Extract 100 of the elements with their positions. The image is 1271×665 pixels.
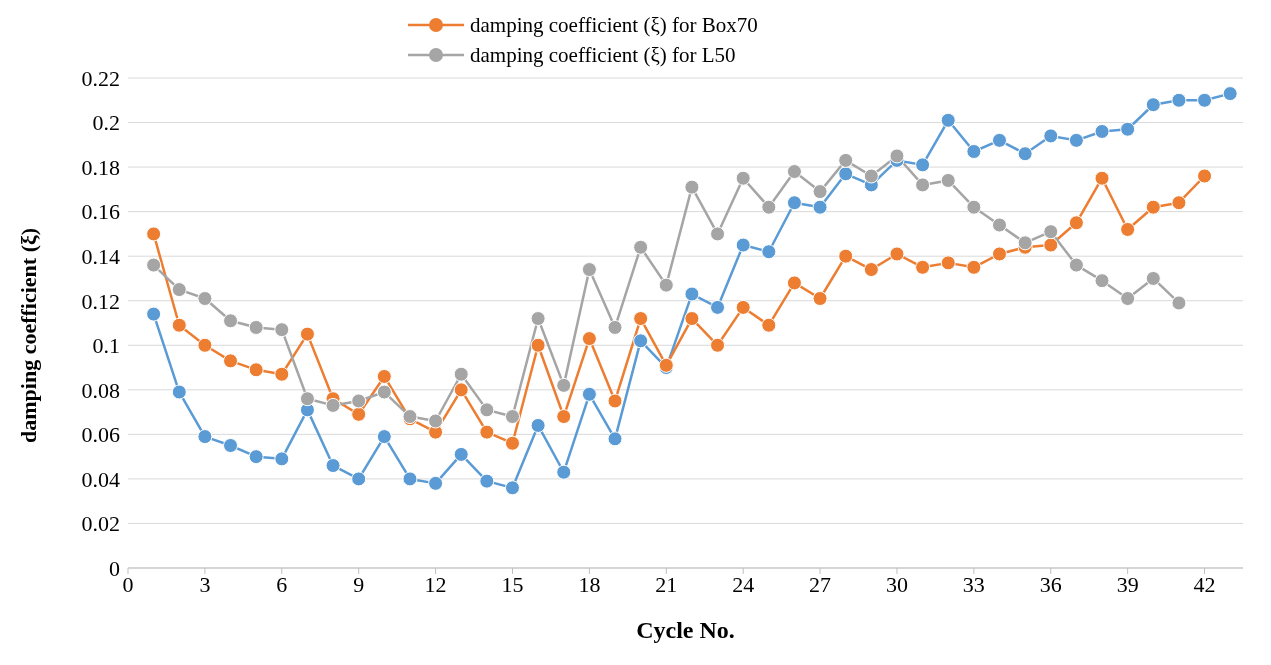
- point: [838, 248, 854, 264]
- point: [889, 148, 905, 164]
- legend-label: damping coefficient (ξ) for Box70: [470, 12, 758, 38]
- point: [1043, 237, 1059, 253]
- point: [633, 311, 649, 327]
- y-tick-label: 0.08: [81, 377, 120, 403]
- point: [171, 317, 187, 333]
- point: [812, 199, 828, 215]
- y-tick-label: 0.02: [81, 511, 120, 537]
- point: [581, 331, 597, 347]
- point: [146, 257, 162, 273]
- point: [479, 473, 495, 489]
- point: [633, 239, 649, 255]
- y-tick-label: 0.16: [81, 199, 120, 225]
- point: [504, 409, 520, 425]
- point: [530, 311, 546, 327]
- point: [915, 177, 931, 193]
- point: [761, 244, 777, 260]
- x-axis-title: Cycle No.: [636, 617, 735, 643]
- point: [504, 435, 520, 451]
- point: [479, 424, 495, 440]
- point: [966, 259, 982, 275]
- point: [530, 417, 546, 433]
- x-tick-label: 12: [424, 571, 447, 597]
- y-tick-label: 0.22: [81, 65, 120, 91]
- x-tick-label: 42: [1193, 571, 1216, 597]
- y-tick-label: 0.12: [81, 288, 120, 314]
- point: [504, 480, 520, 496]
- point: [197, 429, 213, 445]
- point: [607, 393, 623, 409]
- point: [863, 168, 879, 184]
- point: [991, 132, 1007, 148]
- point: [1017, 146, 1033, 162]
- y-tick-label: 0: [109, 555, 120, 581]
- x-tick-label: 21: [655, 571, 678, 597]
- x-tick-label: 27: [809, 571, 832, 597]
- point: [376, 429, 392, 445]
- y-axis-title: damping coefficient (ξ): [15, 227, 41, 443]
- point: [146, 306, 162, 322]
- point: [351, 471, 367, 487]
- point: [838, 152, 854, 168]
- point: [428, 413, 444, 429]
- point: [248, 319, 264, 335]
- point: [684, 179, 700, 195]
- point: [863, 262, 879, 278]
- point: [1120, 221, 1136, 237]
- point: [376, 384, 392, 400]
- point: [1171, 195, 1187, 211]
- point: [299, 391, 315, 407]
- point: [1120, 121, 1136, 137]
- point: [530, 337, 546, 353]
- point: [1068, 132, 1084, 148]
- point: [197, 337, 213, 353]
- point: [991, 217, 1007, 233]
- x-tick-label: 33: [962, 571, 985, 597]
- point: [812, 184, 828, 200]
- y-tick-label: 0.04: [81, 466, 120, 492]
- point: [761, 199, 777, 215]
- point: [581, 386, 597, 402]
- point: [146, 226, 162, 242]
- point: [556, 409, 572, 425]
- x-tick-label: 39: [1116, 571, 1139, 597]
- point: [786, 275, 802, 291]
- x-tick-label: 36: [1039, 571, 1062, 597]
- point: [940, 255, 956, 271]
- point: [786, 195, 802, 211]
- y-tick-label: 0.2: [92, 110, 120, 136]
- x-tick-label: 18: [578, 571, 601, 597]
- point: [428, 475, 444, 491]
- point: [735, 299, 751, 315]
- point: [1094, 123, 1110, 139]
- point: [351, 393, 367, 409]
- x-tick-label: 6: [276, 571, 288, 597]
- point: [1094, 273, 1110, 289]
- point: [1222, 86, 1238, 102]
- point: [1197, 168, 1213, 184]
- point: [197, 291, 213, 306]
- y-tick-label: 0.06: [81, 422, 120, 448]
- point: [274, 322, 290, 338]
- x-tick-label: 30: [885, 571, 908, 597]
- point: [940, 112, 956, 128]
- point: [607, 319, 623, 335]
- point: [684, 311, 700, 327]
- point: [607, 431, 623, 447]
- point: [710, 299, 726, 315]
- point: [1171, 295, 1187, 311]
- point: [223, 313, 239, 329]
- point: [915, 259, 931, 275]
- x-tick-label: 9: [353, 571, 365, 597]
- point: [710, 337, 726, 353]
- point: [325, 397, 341, 413]
- point: [402, 471, 418, 487]
- point: [453, 446, 469, 462]
- point: [940, 172, 956, 188]
- y-tick-label: 0.14: [81, 243, 120, 269]
- point: [248, 362, 264, 378]
- point: [556, 464, 572, 480]
- point: [299, 326, 315, 342]
- x-tick-label: 3: [199, 571, 211, 597]
- point: [1145, 97, 1161, 113]
